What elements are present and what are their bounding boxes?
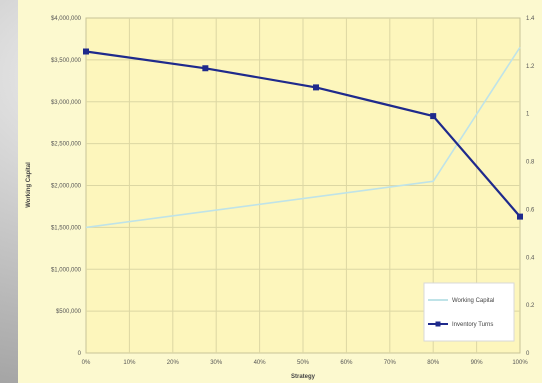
x-tick-label: 20%	[167, 360, 180, 366]
y-tick-right-label: 1.2	[526, 64, 535, 70]
y-tick-left-label: $4,000,000	[51, 16, 82, 22]
legend-box	[423, 282, 515, 342]
x-tick-label: 80%	[427, 360, 440, 366]
legend-label-working-capital: Working Capital	[452, 298, 494, 304]
x-tick-label: 90%	[471, 360, 484, 366]
x-axis: 0% 10% 20% 30% 40% 50% 60% 70% 80% 90% 100%	[82, 360, 529, 366]
series-layer	[83, 46, 523, 229]
y-tick-right-label: 0	[526, 351, 530, 357]
left-axis: $4,000,000 $3,500,000 $3,000,000 $2,500,000…	[51, 16, 82, 357]
y-tick-left-label: $500,000	[56, 309, 82, 315]
x-tick-label: 70%	[384, 360, 397, 366]
y-tick-left-label: $3,500,000	[51, 58, 82, 64]
x-tick-label: 0%	[82, 360, 91, 366]
y-tick-left-label: $3,000,000	[51, 100, 82, 106]
x-tick-label: 50%	[297, 360, 310, 366]
right-axis: 1.4 1.2 1 0.8 0.6 0.4 0.2 0	[526, 16, 535, 357]
x-tick-label: 30%	[210, 360, 223, 366]
y-tick-left-label: $1,500,000	[51, 225, 82, 231]
legend-marker-inventory-turns	[435, 321, 441, 327]
y-tick-left-label: 0	[78, 351, 82, 357]
data-point-inventory-turns	[313, 84, 320, 91]
y-tick-right-label: 0.8	[526, 160, 535, 166]
y-axis-title-left: Working Capital	[26, 162, 32, 208]
legend: Working Capital Inventory Turns	[423, 282, 515, 342]
y-tick-right-label: 0.4	[526, 255, 535, 261]
data-point-inventory-turns	[430, 113, 437, 120]
series-line-working-capital	[85, 46, 521, 229]
y-tick-left-label: $2,000,000	[51, 184, 82, 190]
data-point-inventory-turns	[202, 65, 209, 72]
y-tick-right-label: 0.6	[526, 207, 535, 213]
y-tick-right-label: 1	[526, 112, 530, 118]
x-tick-label: 10%	[123, 360, 136, 366]
y-tick-right-label: 1.4	[526, 16, 535, 22]
y-tick-right-label: 0.2	[526, 303, 535, 309]
data-point-inventory-turns	[517, 213, 523, 220]
y-tick-left-label: $1,000,000	[51, 267, 82, 273]
x-tick-label: 40%	[254, 360, 267, 366]
x-tick-label: 100%	[512, 360, 528, 366]
x-axis-title: Strategy	[291, 374, 316, 380]
y-tick-left-label: $2,500,000	[51, 142, 82, 148]
x-tick-label: 60%	[340, 360, 353, 366]
legend-label-inventory-turns: Inventory Turns	[452, 322, 493, 328]
data-point-inventory-turns	[83, 48, 89, 55]
